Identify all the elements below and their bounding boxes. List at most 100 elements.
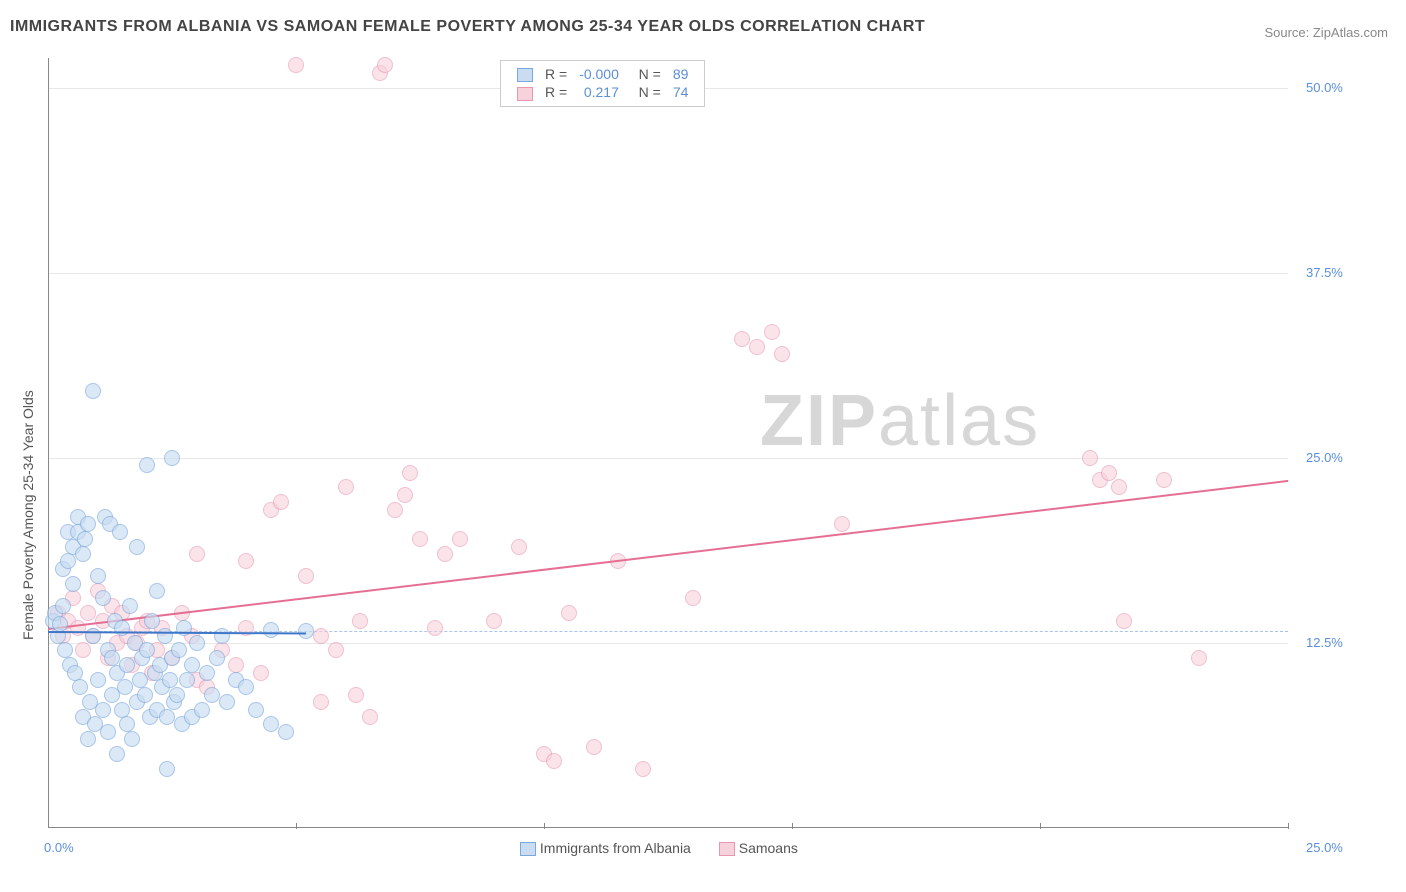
legend-item-blue: Immigrants from Albania (520, 840, 691, 856)
x-tick (544, 823, 545, 829)
data-point-blue (72, 679, 88, 695)
legend-label-pink: Samoans (739, 840, 798, 856)
data-point-pink (313, 694, 329, 710)
r-value-pink: 0.217 (573, 83, 625, 101)
data-point-pink (774, 346, 790, 362)
data-point-blue (119, 716, 135, 732)
data-point-pink (749, 339, 765, 355)
x-tick-label: 0.0% (44, 840, 74, 855)
n-value-pink: 74 (667, 83, 695, 101)
legend-label-blue: Immigrants from Albania (540, 840, 691, 856)
y-tick-label: 50.0% (1306, 80, 1343, 95)
data-point-pink (1111, 479, 1127, 495)
data-point-pink (80, 605, 96, 621)
data-point-blue (149, 583, 165, 599)
data-point-pink (1082, 450, 1098, 466)
data-point-blue (55, 598, 71, 614)
data-point-blue (95, 590, 111, 606)
data-point-pink (1191, 650, 1207, 666)
data-point-pink (486, 613, 502, 629)
data-point-blue (114, 702, 130, 718)
correlation-legend: R = -0.000 N = 89 R = 0.217 N = 74 (500, 60, 705, 107)
swatch-pink (719, 842, 735, 856)
y-tick-label: 25.0% (1306, 450, 1343, 465)
gridline (49, 458, 1288, 459)
data-point-pink (402, 465, 418, 481)
data-point-pink (238, 553, 254, 569)
data-point-pink (75, 642, 91, 658)
data-point-blue (109, 746, 125, 762)
gridline (49, 273, 1288, 274)
legend-item-pink: Samoans (719, 840, 798, 856)
series-legend: Immigrants from Albania Samoans (520, 840, 798, 856)
data-point-pink (685, 590, 701, 606)
trend-line-pink (48, 480, 1288, 630)
data-point-blue (214, 628, 230, 644)
data-point-blue (80, 516, 96, 532)
data-point-pink (362, 709, 378, 725)
data-point-blue (204, 687, 220, 703)
n-value-blue: 89 (667, 65, 695, 83)
data-point-blue (122, 598, 138, 614)
chart-title: IMMIGRANTS FROM ALBANIA VS SAMOAN FEMALE… (10, 18, 925, 36)
data-point-pink (1101, 465, 1117, 481)
data-point-blue (137, 687, 153, 703)
swatch-pink (517, 87, 533, 101)
data-point-blue (278, 724, 294, 740)
data-point-blue (85, 628, 101, 644)
data-point-blue (67, 665, 83, 681)
data-point-blue (60, 553, 76, 569)
data-point-blue (189, 635, 205, 651)
data-point-blue (162, 672, 178, 688)
data-point-blue (117, 679, 133, 695)
data-point-pink (387, 502, 403, 518)
data-point-blue (129, 539, 145, 555)
data-point-pink (397, 487, 413, 503)
data-point-blue (209, 650, 225, 666)
data-point-blue (169, 687, 185, 703)
data-point-blue (77, 531, 93, 547)
scatter-plot-area (48, 58, 1288, 828)
data-point-pink (228, 657, 244, 673)
data-point-blue (194, 702, 210, 718)
x-tick-label: 25.0% (1306, 840, 1343, 855)
data-point-blue (124, 731, 140, 747)
data-point-blue (164, 450, 180, 466)
n-label: N = (625, 65, 667, 83)
y-tick-label: 12.5% (1306, 635, 1343, 650)
swatch-blue (520, 842, 536, 856)
data-point-pink (377, 57, 393, 73)
data-point-blue (100, 724, 116, 740)
r-label: R = (539, 65, 573, 83)
x-tick (296, 823, 297, 829)
data-point-pink (253, 665, 269, 681)
data-point-blue (219, 694, 235, 710)
data-point-pink (1156, 472, 1172, 488)
data-point-blue (104, 650, 120, 666)
data-point-blue (75, 546, 91, 562)
data-point-pink (313, 628, 329, 644)
r-value-blue: -0.000 (573, 65, 625, 83)
data-point-pink (834, 516, 850, 532)
data-point-blue (112, 524, 128, 540)
n-label: N = (625, 83, 667, 101)
data-point-blue (90, 672, 106, 688)
data-point-pink (1116, 613, 1132, 629)
data-point-pink (734, 331, 750, 347)
data-point-blue (139, 457, 155, 473)
data-point-blue (171, 642, 187, 658)
data-point-pink (273, 494, 289, 510)
data-point-pink (298, 568, 314, 584)
data-point-blue (80, 731, 96, 747)
y-axis (48, 58, 49, 828)
data-point-blue (95, 702, 111, 718)
data-point-blue (263, 716, 279, 732)
gridline (49, 643, 1288, 644)
data-point-blue (52, 616, 68, 632)
data-point-pink (412, 531, 428, 547)
legend-row-pink: R = 0.217 N = 74 (511, 83, 694, 101)
data-point-blue (57, 642, 73, 658)
data-point-pink (288, 57, 304, 73)
x-tick (1040, 823, 1041, 829)
data-point-pink (328, 642, 344, 658)
